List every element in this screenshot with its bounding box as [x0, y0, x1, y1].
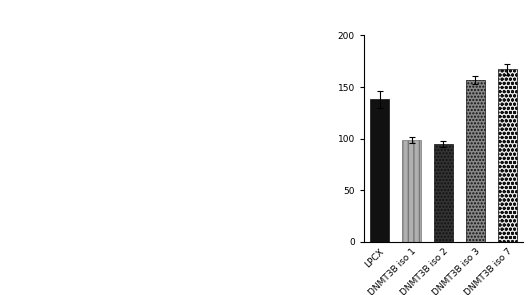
Bar: [498, 70, 517, 242]
Bar: [466, 80, 485, 242]
Bar: [434, 144, 453, 242]
Bar: [402, 140, 421, 242]
Bar: [370, 99, 389, 242]
